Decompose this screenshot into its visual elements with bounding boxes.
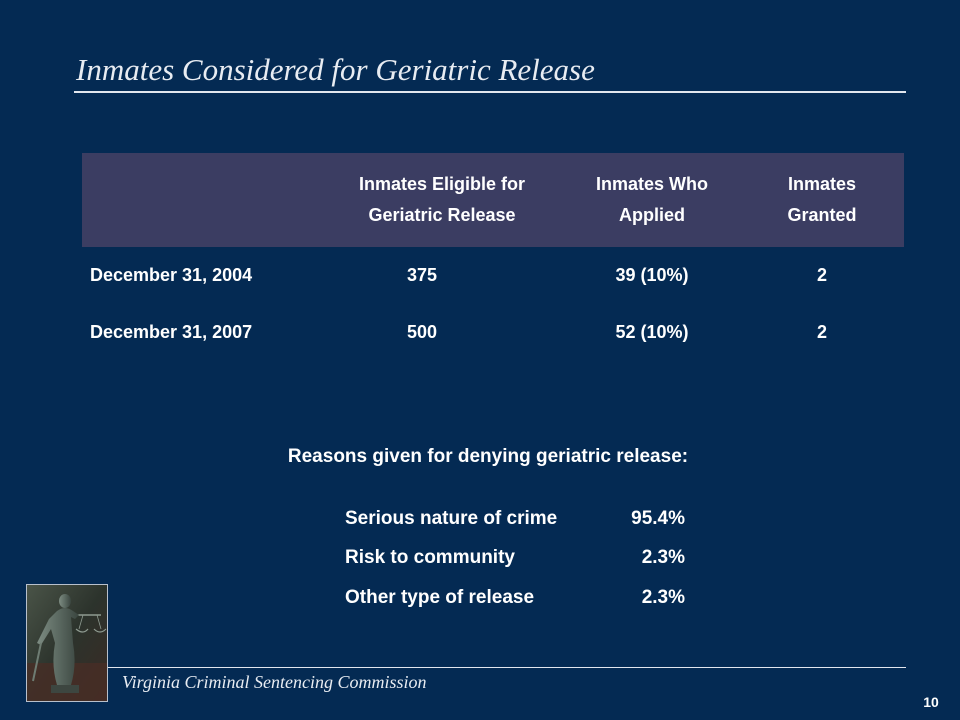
reasons-heading: Reasons given for denying geriatric rele… [287, 446, 689, 467]
reason-label: Serious nature of crime [345, 508, 558, 529]
row-applied: 52 (10%) [615, 322, 689, 342]
page-number: 10 [923, 694, 939, 710]
row-date: December 31, 2007 [90, 322, 253, 342]
header-cell-blank [82, 153, 292, 247]
statue-illustration [27, 585, 107, 701]
lady-justice-statue-image [26, 584, 108, 702]
row-eligible: 375 [406, 265, 438, 285]
row-applied: 39 (10%) [615, 265, 689, 285]
row-granted: 2 [816, 265, 827, 285]
reason-item: Serious nature of crime 95.4% [345, 508, 705, 538]
reason-value: 95.4% [631, 508, 685, 529]
reason-value: 2.3% [641, 587, 685, 608]
slide-title: Inmates Considered for Geriatric Release [76, 52, 595, 87]
title-divider [74, 91, 906, 93]
reason-item: Risk to community 2.3% [345, 547, 705, 577]
table-row: December 31, 2004 375 39 (10%) 2 [82, 265, 904, 295]
table-row: December 31, 2007 500 52 (10%) 2 [82, 322, 904, 352]
footer-divider [108, 667, 906, 668]
table-header-row: Inmates Eligible for Geriatric Release I… [82, 153, 904, 247]
reason-label: Other type of release [345, 587, 535, 608]
reason-item: Other type of release 2.3% [345, 587, 705, 617]
reason-label: Risk to community [345, 547, 515, 568]
header-cell-applied: Inmates Who Applied [595, 174, 708, 225]
header-cell-eligible: Inmates Eligible for Geriatric Release [358, 174, 526, 225]
footer-organization: Virginia Criminal Sentencing Commission [122, 672, 427, 692]
row-eligible: 500 [406, 322, 438, 342]
reason-value: 2.3% [641, 547, 685, 568]
header-cell-granted: Inmates Granted [787, 174, 857, 225]
row-granted: 2 [816, 322, 827, 342]
row-date: December 31, 2004 [90, 265, 253, 285]
